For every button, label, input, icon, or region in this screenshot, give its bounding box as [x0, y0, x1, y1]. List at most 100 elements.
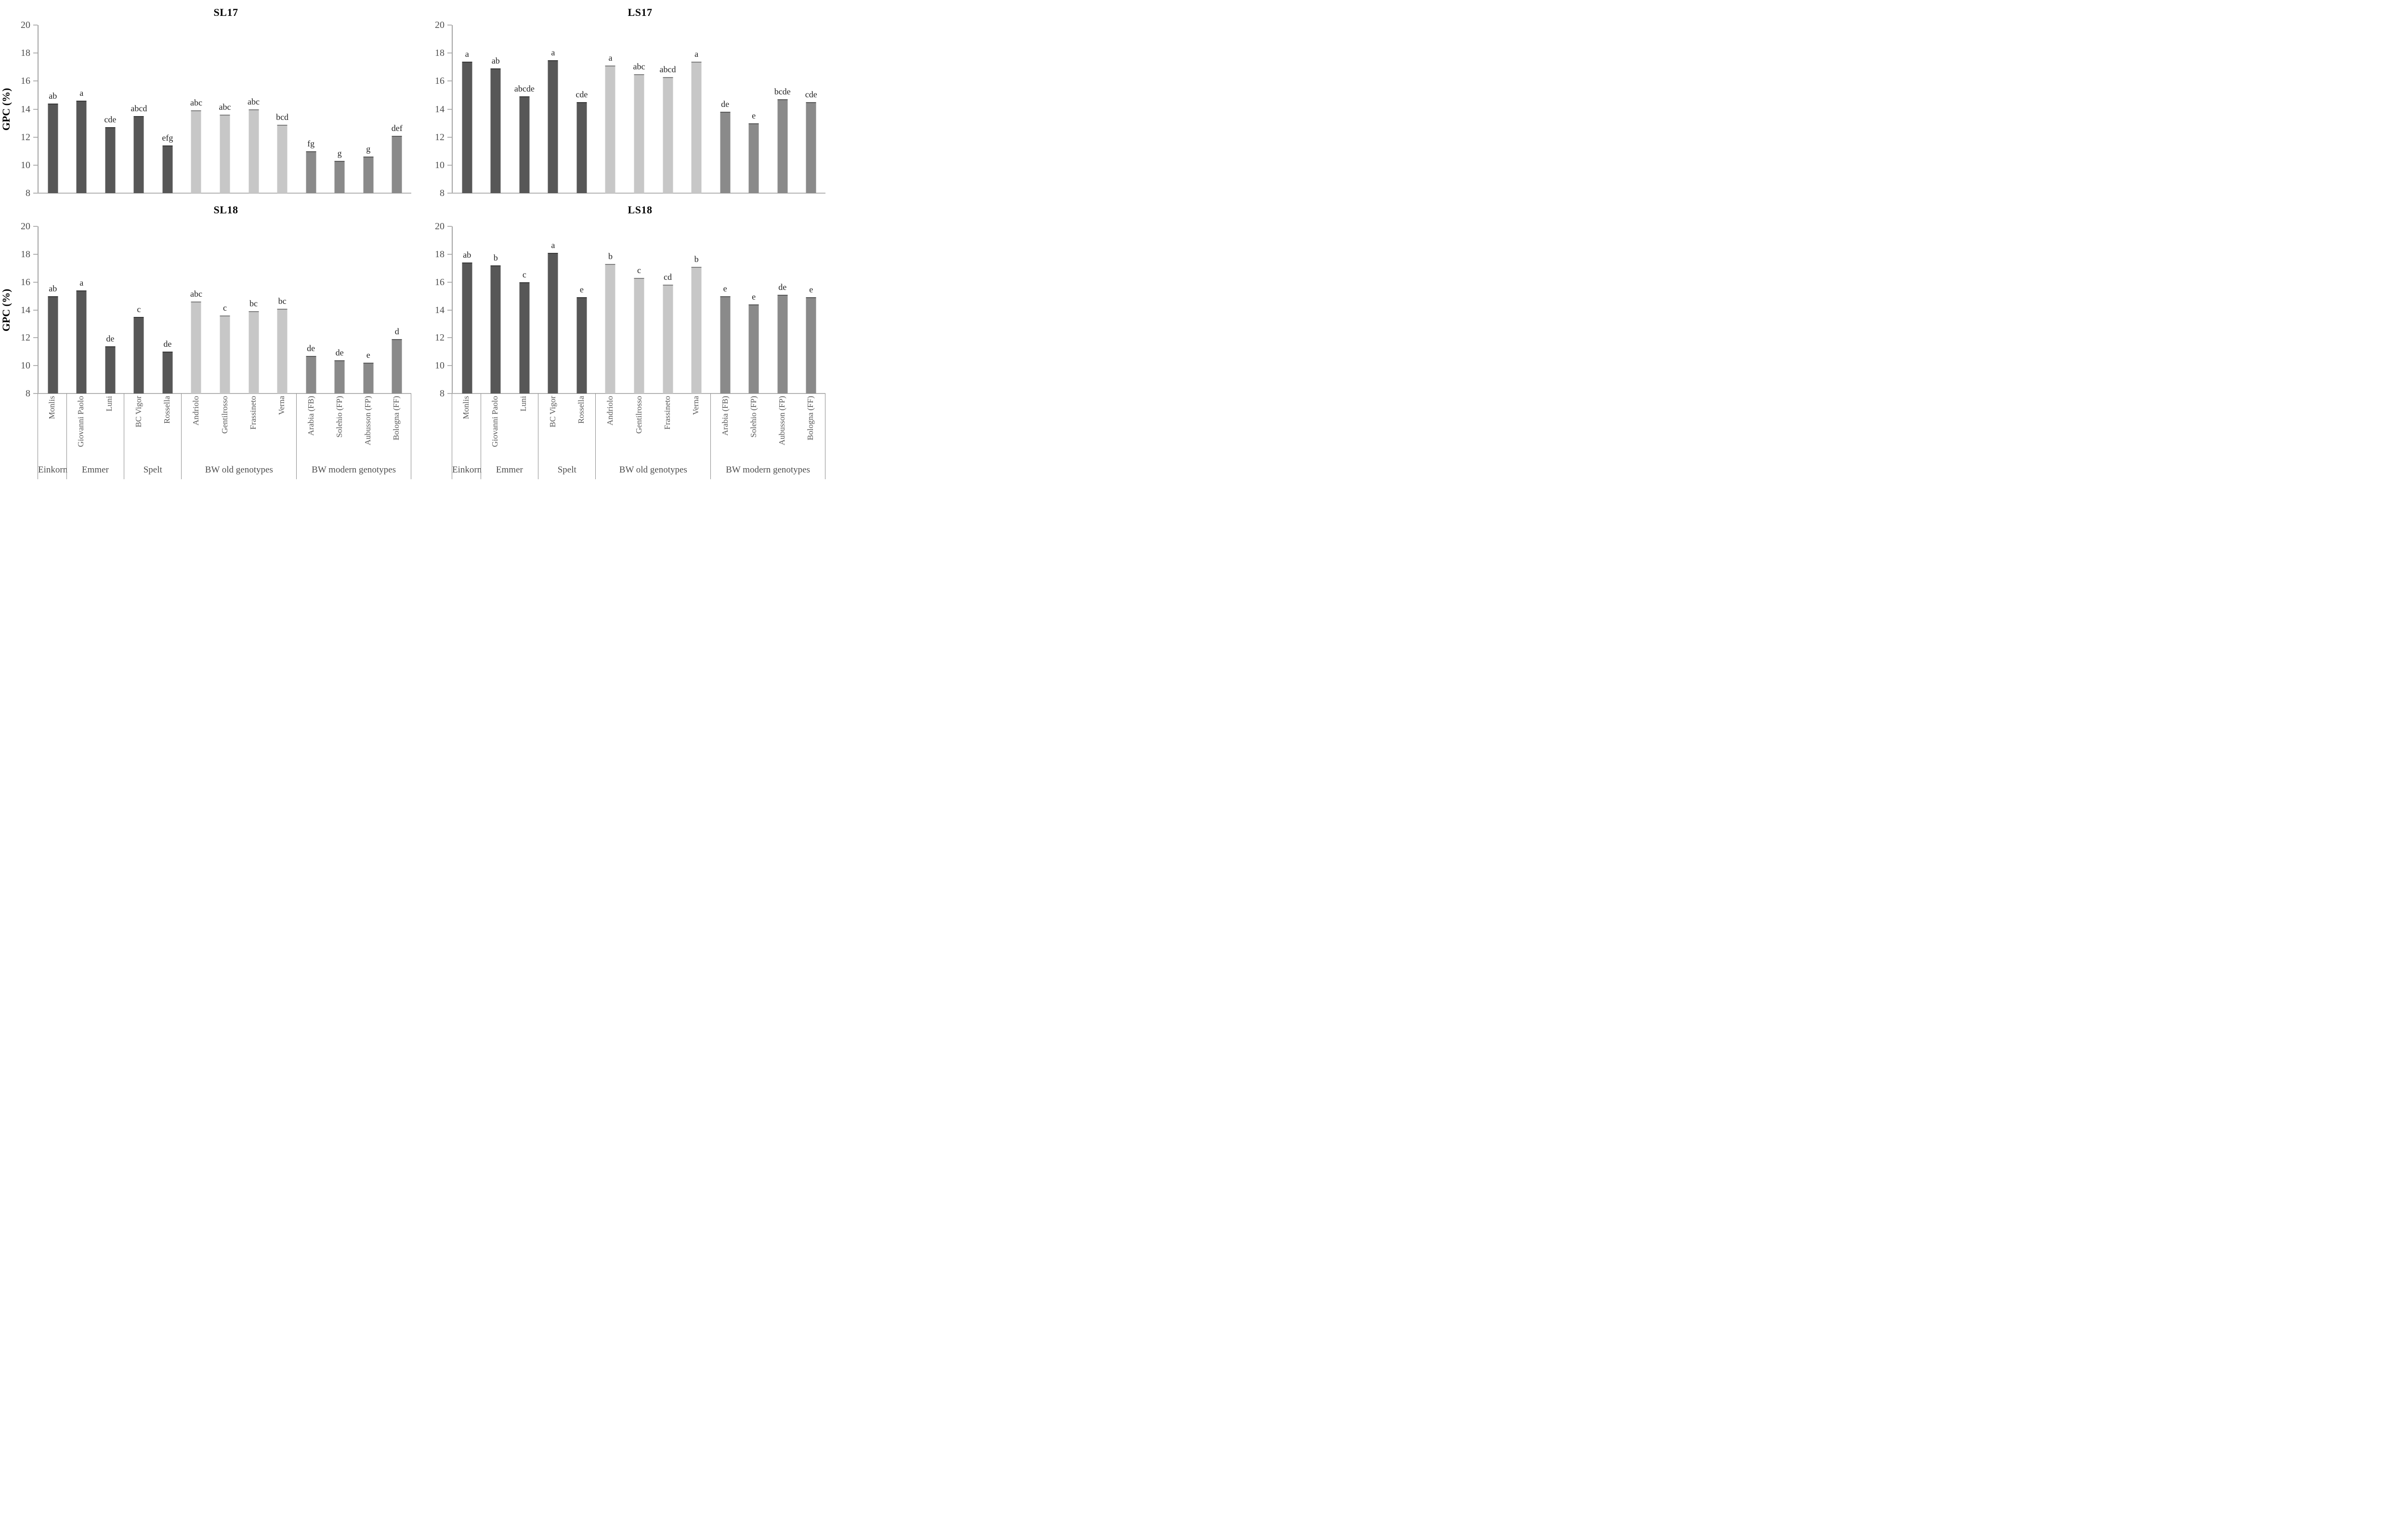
genotype-label-row: Andriolo Gentilrosso Frassineto Verna	[182, 393, 296, 451]
genotype-label-row: Giovanni Paolo Luni	[67, 393, 124, 451]
bar-aubusson-fp-	[363, 363, 374, 393]
bar-frassineto	[663, 285, 673, 393]
y-tick-mark	[447, 80, 452, 82]
sig-letter: d	[394, 327, 399, 337]
panel-title: SL18	[213, 203, 238, 216]
genotype-slot: Monlis	[452, 393, 481, 451]
bar-bc-vigor	[548, 252, 558, 393]
genotype-slot: Aubusson (FP)	[354, 393, 382, 451]
sig-letter: abc	[219, 102, 231, 112]
bar-giovanni-paolo	[490, 68, 501, 193]
genotype-label: BC Vigor	[133, 396, 143, 428]
genotype-slot: Gentilrosso	[625, 393, 653, 451]
genotype-label-row: Arabia (FB) Solehio (FP) Aubusson (FP) Bolo…	[297, 393, 411, 451]
y-tick-mark	[447, 108, 452, 110]
bar-rossella	[162, 145, 173, 193]
plot-row: 20 18 16 14 12 10 8 ab b c a e b c cd b e e de e	[414, 221, 828, 399]
sig-letter: b	[694, 254, 699, 264]
sig-letter: a	[608, 53, 613, 63]
bar-frassineto	[249, 109, 259, 193]
y-tick-mark	[33, 281, 38, 283]
genotype-label: Bologna (FF)	[392, 396, 401, 441]
genotype-slot: Andriolo	[596, 393, 624, 451]
bar-gentilrosso	[220, 115, 230, 193]
y-tick-label: 10	[435, 360, 445, 371]
sig-letter: a	[465, 49, 469, 59]
bar-luni	[105, 346, 116, 393]
group-label: BW old genotypes	[619, 465, 687, 475]
y-tick-label: 12	[21, 332, 30, 343]
plot-area: ab a cde abcd efg abc abc abc bcd fg g g def	[38, 25, 411, 194]
y-tick-mark	[33, 164, 38, 166]
bar-luni	[519, 96, 530, 193]
plot-area: ab b c a e b c cd b e e de e	[452, 226, 825, 394]
bar-verna	[277, 308, 288, 393]
genotype-label-row: Andriolo Gentilrosso Frassineto Verna	[596, 393, 710, 451]
bar-giovanni-paolo	[76, 290, 87, 393]
genotype-slot: Frassineto	[653, 393, 681, 451]
sig-letter: def	[391, 123, 403, 133]
genotype-label: Arabia (FB)	[720, 396, 730, 436]
bar-luni	[105, 127, 116, 193]
genotype-slot: Giovanni Paolo	[481, 393, 510, 451]
y-tick-mark	[447, 136, 452, 138]
bar-andriolo	[605, 66, 615, 193]
y-tick-label: 16	[21, 276, 30, 288]
y-tick-label: 14	[435, 104, 445, 115]
sig-letter: e	[579, 285, 584, 295]
figure: SL17 GPC (%) 20 18 16 14 12 10 8 ab a cde abcd efg…	[0, 0, 828, 482]
sig-letter: bc	[278, 296, 287, 306]
bar-monlis	[462, 262, 472, 393]
bar-rossella	[576, 297, 587, 393]
sig-letter: b	[608, 251, 613, 262]
y-tick-label: 20	[21, 20, 30, 30]
genotype-label: Aubusson (FP)	[363, 396, 373, 446]
genotype-label: Aubusson (FP)	[777, 396, 787, 446]
bar-arabia-fb-	[720, 296, 731, 393]
bar-rossella	[576, 102, 587, 193]
genotype-label: Arabia (FB)	[306, 396, 315, 436]
genotype-label: Verna	[277, 396, 287, 415]
genotype-label-row: BC Vigor Rossella	[124, 393, 181, 451]
y-tick-mark	[33, 108, 38, 110]
y-tick-label: 16	[21, 76, 30, 87]
y-tick-label: 14	[21, 304, 30, 315]
genotype-label: Rossella	[162, 396, 171, 424]
genotype-label-row: Arabia (FB) Solehio (FP) Aubusson (FP) Bolo…	[711, 393, 825, 451]
plot-row: 20 18 16 14 12 10 8 a ab abcde a cde a abc abcd a de e bc…	[414, 20, 828, 198]
group-label: BW old genotypes	[205, 465, 273, 475]
genotype-slot: Solehio (FP)	[325, 393, 353, 451]
plot-row: GPC (%) 20 18 16 14 12 10 8 ab a cde abcd efg abc ab…	[0, 20, 414, 198]
bar-frassineto	[249, 311, 259, 393]
y-tick-mark	[447, 226, 452, 227]
y-tick-mark	[33, 365, 38, 367]
bar-verna	[691, 61, 702, 193]
y-axis: GPC (%) 20 18 16 14 12 10 8	[0, 221, 38, 399]
genotype-label-row: Monlis	[452, 393, 481, 451]
sig-letter: bc	[249, 299, 258, 309]
genotype-slot: Verna	[268, 393, 296, 451]
sig-letter: a	[551, 240, 555, 250]
bar-solehio-fp-	[748, 304, 759, 393]
x-axis-line	[38, 193, 411, 194]
sig-letter: ab	[491, 56, 500, 66]
y-tick-label: 18	[435, 48, 445, 59]
sig-letter: c	[637, 265, 641, 275]
panel-sl18: SL18 GPC (%) 20 18 16 14 12 10 8 ab a de c de abc c b…	[0, 193, 414, 482]
genotype-label: Bologna (FF)	[806, 396, 815, 441]
y-tick-label: 8	[26, 388, 30, 399]
bar-arabia-fb-	[306, 355, 316, 393]
group-bw-old-genotypes: Andriolo Gentilrosso Frassineto Verna BW old…	[181, 393, 296, 479]
sig-letter: ab	[49, 91, 57, 101]
genotype-slot: Giovanni Paolo	[67, 393, 95, 451]
bar-andriolo	[191, 110, 201, 193]
group-label: Einkorn	[452, 465, 482, 475]
group-spelt: BC Vigor Rossella Spelt	[124, 393, 181, 479]
x-axis-labels: Monlis Einkorn Giovanni Paolo Luni Emmer BC V…	[38, 393, 411, 479]
genotype-label: Gentilrosso	[634, 396, 643, 434]
bar-andriolo	[191, 302, 201, 393]
sig-letter: cd	[664, 272, 672, 282]
bar-giovanni-paolo	[76, 101, 87, 193]
y-tick-mark	[33, 80, 38, 82]
panel-title-row: SL18	[0, 193, 414, 226]
